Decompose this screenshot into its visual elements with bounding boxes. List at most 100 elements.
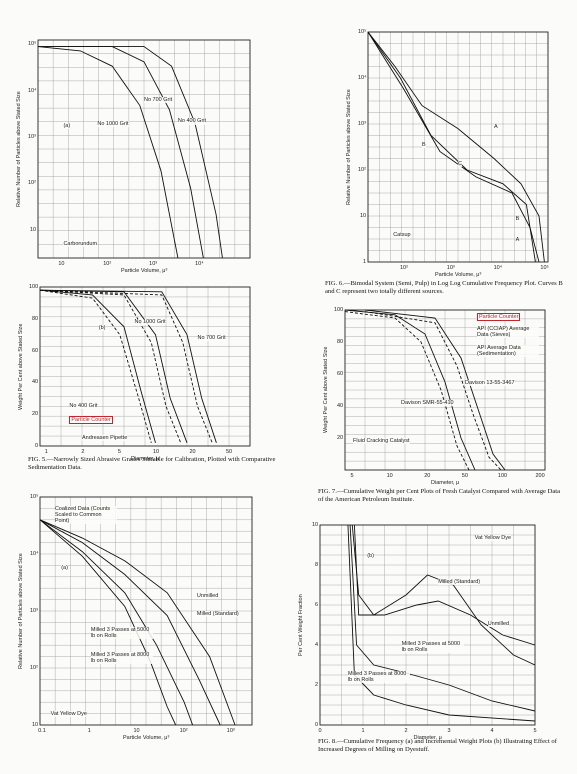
annotation: Unmilled — [196, 592, 219, 599]
annotation: No 400 Grit — [177, 118, 207, 125]
curve — [39, 289, 182, 443]
annotation: Unmilled — [487, 621, 510, 628]
annotation: Coalized Data (Counts Scaled to Common P… — [54, 506, 117, 525]
x-tick-label: 50 — [226, 449, 233, 455]
y-tick-label: 10³ — [28, 134, 36, 140]
annotation: No 700 Grit — [197, 334, 226, 341]
curve — [37, 46, 179, 259]
y-tick-label: 60 — [337, 371, 344, 377]
plot-frame — [39, 286, 251, 447]
y-tick-label: 1 — [363, 259, 367, 265]
annotation: (a) — [63, 122, 71, 129]
annotation: (b) — [367, 553, 375, 560]
y-tick-label: 10⁵ — [30, 494, 39, 500]
y-tick-label: 0 — [315, 722, 319, 728]
x-tick-label: 10³ — [149, 261, 158, 267]
x-tick-label: 10 — [152, 449, 160, 455]
x-tick-label: 50 — [461, 473, 468, 479]
x-tick-label: 1 — [361, 728, 365, 734]
y-tick-label: 20 — [32, 411, 39, 418]
y-tick-label: 10⁴ — [30, 551, 39, 557]
y-tick-label: 0 — [35, 443, 39, 449]
annotation: Andreasen Pipette — [82, 434, 128, 441]
plot-frame — [37, 39, 251, 259]
x-tick-label: 10⁴ — [493, 265, 503, 271]
plot-frame — [367, 31, 549, 263]
caption: FIG. 7.—Cumulative Weight per Cent Plots… — [318, 488, 561, 504]
curve — [367, 31, 540, 263]
y-tick-label: 10² — [358, 167, 366, 173]
x-tick-label: 1 — [44, 449, 48, 455]
annotation: Carborundum — [63, 240, 98, 247]
curve — [351, 524, 536, 666]
annotation: Catsup — [393, 232, 411, 239]
caption: FIG. 5.—Narrowly Sized Abrasive Grades S… — [28, 456, 276, 472]
y-tick-label: 10 — [30, 226, 37, 233]
curve — [367, 31, 536, 263]
x-axis-label: Diameter, μ — [431, 480, 460, 486]
y-tick-label: 8 — [315, 562, 319, 568]
y-tick-label: 80 — [337, 339, 344, 345]
annotation: No 1000 Grit — [134, 318, 166, 325]
x-tick-label: 20 — [189, 449, 196, 455]
annotation: B — [422, 142, 426, 149]
y-axis-label: Relative Number of Particles above State… — [18, 553, 24, 669]
curve — [344, 309, 476, 471]
y-tick-label: 10² — [28, 180, 36, 187]
y-tick-label: 100 — [29, 284, 39, 290]
annotation: Fluid Cracking Catalyst — [353, 438, 410, 445]
annotation: No 1000 Grit — [97, 120, 129, 127]
curve — [39, 519, 236, 726]
x-tick-label: 100 — [497, 473, 508, 479]
annotation: (a) — [61, 565, 68, 572]
y-tick-label: 2 — [315, 682, 319, 688]
x-tick-label: 0.1 — [38, 728, 46, 734]
x-tick-label: 10³ — [446, 265, 455, 271]
annotation: Milled 3 Passes at 8000 lb on Rolls — [90, 652, 153, 665]
annotation: A — [494, 124, 498, 131]
x-tick-label: 10 — [133, 728, 140, 734]
x-tick-label: 10³ — [226, 728, 235, 734]
y-tick-label: 6 — [315, 602, 319, 608]
annotation: Particle Counter — [69, 415, 113, 424]
x-tick-label: 10⁵ — [540, 265, 549, 271]
annotation: Milled 3 Passes at 5000 lb on Rolls — [401, 641, 464, 654]
annotation: API Average Data (Sedimentation) — [477, 345, 539, 358]
y-axis-label: Weight Per Cent above Stated Size — [18, 323, 24, 410]
x-axis-label: Particle Volume, μ³ — [121, 268, 168, 274]
y-tick-label: 10 — [312, 522, 319, 528]
x-tick-label: 0 — [318, 728, 322, 734]
x-tick-label: 10² — [103, 261, 112, 267]
curve — [349, 524, 536, 712]
curve — [39, 519, 194, 726]
annotation: B — [515, 216, 520, 223]
caption: FIG. 8.—Cumulative Frequency (a) and Inc… — [318, 738, 557, 754]
x-tick-label: 20 — [424, 473, 431, 479]
x-tick-label: 10⁴ — [195, 261, 204, 267]
x-tick-label: 3 — [447, 728, 451, 734]
y-tick-label: 100 — [334, 307, 344, 313]
annotation: Milled 3 Passes at 5000 lb on Rolls — [90, 626, 153, 640]
curve — [367, 31, 545, 263]
x-tick-label: 5 — [533, 728, 537, 734]
x-axis-label: Particle Volume, μ³ — [435, 272, 482, 278]
y-axis-label: Relative Number of Particles above State… — [346, 89, 352, 205]
x-tick-label: 200 — [535, 473, 545, 479]
y-axis-label: Weight Per Cent above Stated Size — [323, 346, 329, 433]
curve — [344, 311, 470, 471]
x-tick-label: 5 — [117, 449, 121, 455]
x-axis-label: Diameter, μ — [413, 735, 442, 741]
x-tick-label: 10² — [400, 265, 408, 271]
curve — [353, 524, 536, 646]
annotation: C — [458, 160, 462, 167]
y-tick-label: 10 — [360, 213, 367, 219]
x-axis-label: Diameter, μ — [131, 456, 160, 462]
x-tick-label: 10² — [179, 728, 188, 734]
y-tick-label: 10⁴ — [28, 87, 37, 94]
annotation: Milled (Standard) — [438, 579, 481, 586]
y-tick-label: 10⁵ — [358, 29, 367, 35]
plot-frame — [344, 309, 546, 471]
curve — [39, 289, 152, 443]
annotation: Milled 3 Passes at 8000 lb on Rolls — [347, 671, 410, 684]
